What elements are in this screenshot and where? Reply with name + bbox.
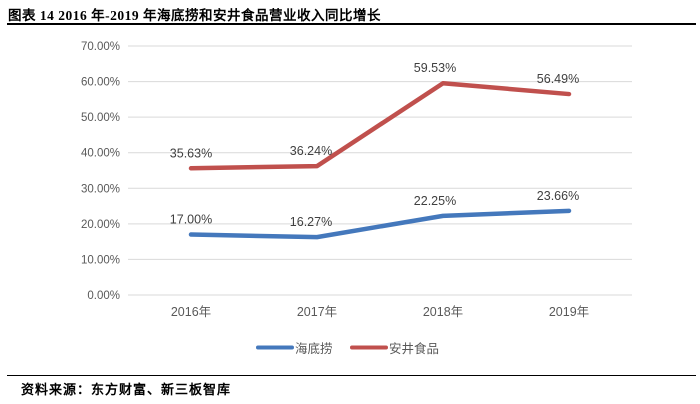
data-label: 22.25% (414, 194, 456, 208)
y-axis-tick-label: 20.00% (81, 219, 120, 231)
title-underline (7, 23, 696, 25)
x-axis-label: 2019年 (549, 305, 589, 319)
y-axis-tick-label: 70.00% (81, 41, 120, 53)
legend-label-1: 安井食品 (389, 341, 439, 356)
y-axis-tick-label: 30.00% (81, 183, 120, 195)
data-label: 23.66% (537, 189, 579, 203)
series-line-1 (188, 80, 572, 171)
legend-label-0: 海底捞 (295, 341, 333, 356)
y-axis-tick-label: 50.00% (81, 112, 120, 124)
x-axis-label: 2017年 (297, 305, 337, 319)
series-line-0 (188, 208, 572, 240)
data-label: 35.63% (170, 146, 212, 160)
data-label: 59.53% (414, 61, 456, 75)
data-label: 17.00% (170, 213, 212, 227)
footer-divider (7, 375, 696, 376)
x-axis-label: 2016年 (171, 305, 211, 319)
source-note: 资料来源：东方财富、新三板智库 (21, 382, 232, 397)
y-axis-tick-label: 60.00% (81, 77, 120, 89)
y-axis-tick-label: 40.00% (81, 148, 120, 160)
chart-svg: 0.00% 10.00% 20.00% 30.00% 40.00% 50.00% 60.00… (81, 41, 632, 356)
data-label: 36.24% (290, 144, 332, 158)
data-label: 56.49% (537, 72, 579, 86)
chart-title: 图表 14 2016 年-2019 年海底捞和安井食品营业收入同比增长 (8, 8, 381, 23)
y-axis-tick-label: 10.00% (81, 254, 120, 266)
data-label: 16.27% (290, 215, 332, 229)
y-axis-tick-label: 0.00% (87, 290, 120, 302)
x-axis-label: 2018年 (423, 305, 463, 319)
